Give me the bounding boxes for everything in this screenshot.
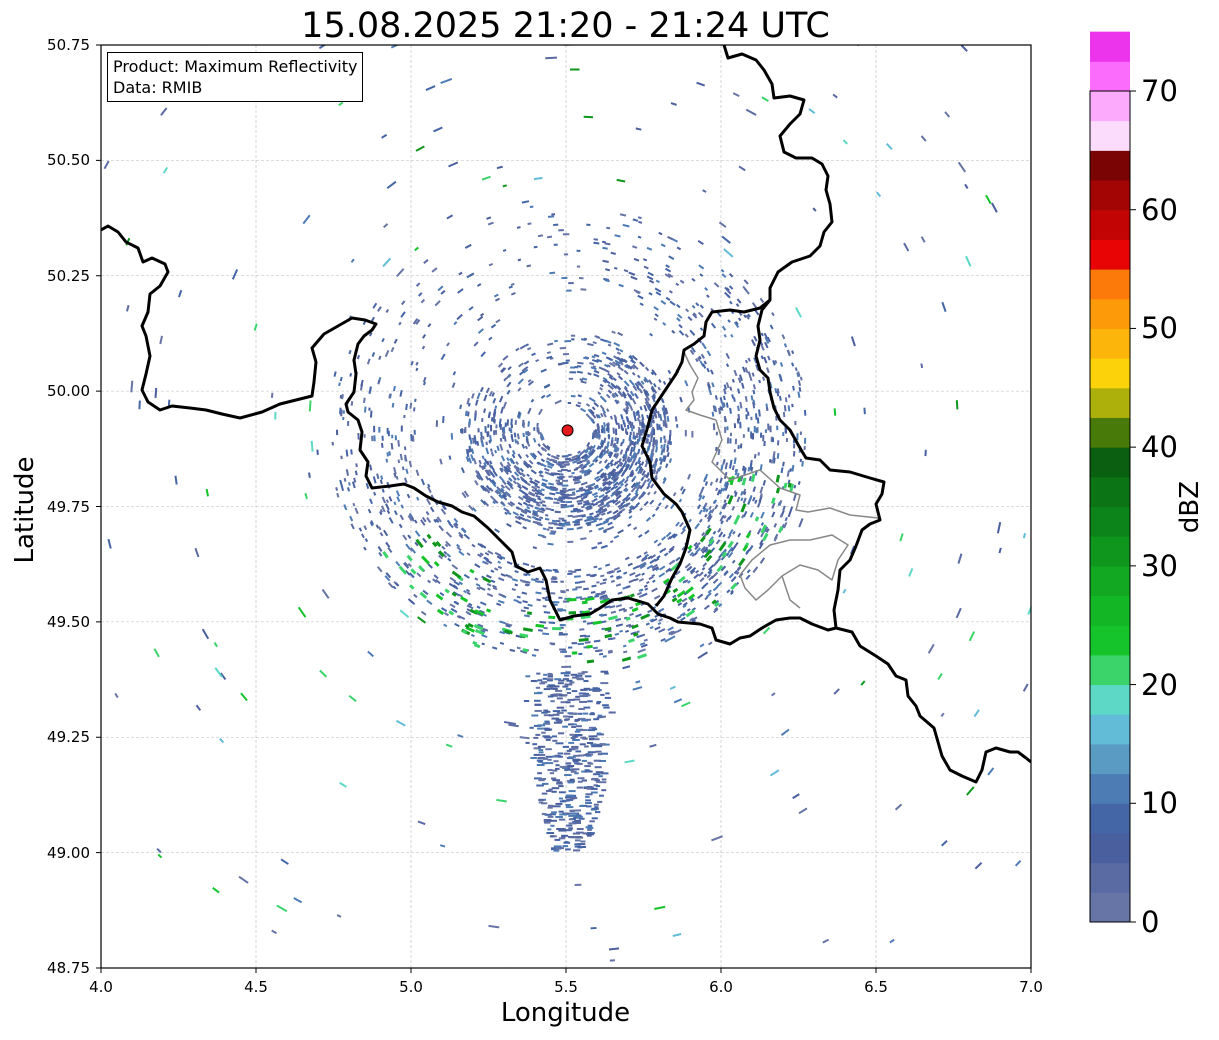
x-tick-label: 4.0 bbox=[89, 978, 113, 996]
colorbar-swatch bbox=[1090, 476, 1130, 507]
colorbar-swatch bbox=[1090, 892, 1130, 923]
colorbar-swatch bbox=[1090, 120, 1130, 151]
colorbar-tick-label: 70 bbox=[1141, 74, 1178, 108]
colorbar-swatch bbox=[1090, 625, 1130, 656]
colorbar-swatch bbox=[1090, 239, 1130, 270]
colorbar-swatch bbox=[1090, 536, 1130, 567]
colorbar-tick-label: 10 bbox=[1141, 786, 1178, 821]
colorbar-swatch bbox=[1090, 595, 1130, 626]
info-box: Product: Maximum Reflectivity Data: RMIB bbox=[107, 52, 364, 102]
product-label: Product: Maximum Reflectivity bbox=[113, 57, 358, 76]
colorbar-tick-label: 50 bbox=[1141, 311, 1178, 346]
colorbar-swatch bbox=[1090, 91, 1130, 122]
colorbar-swatch bbox=[1090, 714, 1130, 745]
colorbar bbox=[1089, 31, 1136, 923]
colorbar-swatch bbox=[1090, 358, 1130, 389]
region-border-2 bbox=[739, 534, 849, 609]
colorbar-tick-label: 40 bbox=[1141, 430, 1178, 465]
y-tick-label: 50.75 bbox=[47, 36, 90, 54]
radar-site-marker bbox=[561, 424, 574, 437]
borders bbox=[101, 45, 1031, 784]
y-tick-label: 49.50 bbox=[47, 612, 90, 631]
country-border-west bbox=[101, 224, 1031, 784]
colorbar-swatch bbox=[1090, 565, 1130, 597]
x-tick-label: 5.0 bbox=[399, 978, 423, 996]
y-tick-label: 49.00 bbox=[47, 843, 90, 862]
radar-site-dot bbox=[561, 424, 574, 437]
colorbar-swatch bbox=[1090, 387, 1130, 418]
colorbar-swatch bbox=[1090, 743, 1130, 775]
x-tick-label: 7.0 bbox=[1019, 978, 1043, 996]
axis-tick-marks bbox=[96, 44, 1032, 973]
colorbar-swatch bbox=[1090, 180, 1130, 211]
colorbar-swatch bbox=[1090, 61, 1130, 92]
colorbar-swatch bbox=[1090, 773, 1130, 804]
colorbar-swatch bbox=[1090, 506, 1130, 537]
colorbar-tick-label: 0 bbox=[1141, 905, 1160, 939]
colorbar-swatch bbox=[1090, 298, 1130, 329]
country-border-east bbox=[722, 45, 886, 629]
x-tick-label: 4.5 bbox=[244, 978, 268, 996]
colorbar-swatch bbox=[1090, 209, 1130, 240]
x-tick-label: 6.0 bbox=[709, 978, 733, 996]
colorbar-swatch bbox=[1090, 684, 1130, 715]
y-tick-label: 50.50 bbox=[47, 151, 90, 170]
colorbar-swatch bbox=[1090, 832, 1130, 864]
colorbar-frame bbox=[1089, 90, 1131, 923]
colorbar-swatch bbox=[1090, 447, 1130, 478]
colorbar-swatch bbox=[1090, 417, 1130, 448]
y-tick-label: 50.25 bbox=[47, 266, 90, 285]
x-tick-label: 6.5 bbox=[864, 978, 888, 996]
data-source-label: Data: RMIB bbox=[113, 78, 203, 97]
colorbar-swatch bbox=[1090, 31, 1130, 62]
colorbar-swatch bbox=[1090, 654, 1130, 686]
colorbar-swatch bbox=[1090, 150, 1130, 181]
plot-title: 15.08.2025 21:20 - 21:24 UTC bbox=[301, 6, 830, 46]
colorbar-label: dBZ bbox=[1175, 480, 1205, 534]
y-tick-label: 48.75 bbox=[47, 959, 90, 977]
x-tick-label: 5.5 bbox=[554, 978, 578, 996]
colorbar-tick-label: 60 bbox=[1141, 192, 1178, 227]
country-border-central bbox=[640, 298, 771, 607]
x-axis-label: Longitude bbox=[500, 998, 631, 1028]
y-tick-label: 49.25 bbox=[47, 728, 90, 747]
colorbar-swatch bbox=[1090, 269, 1130, 300]
y-tick-label: 50.00 bbox=[47, 382, 90, 401]
colorbar-swatch bbox=[1090, 862, 1130, 893]
colorbar-swatch bbox=[1090, 328, 1130, 359]
y-tick-label: 49.75 bbox=[47, 497, 90, 516]
region-border bbox=[683, 351, 879, 519]
y-axis-label: Latitude bbox=[10, 456, 40, 564]
colorbar-tick-label: 30 bbox=[1141, 548, 1178, 583]
colorbar-swatch bbox=[1090, 803, 1130, 834]
colorbar-tick-label: 20 bbox=[1141, 667, 1178, 702]
